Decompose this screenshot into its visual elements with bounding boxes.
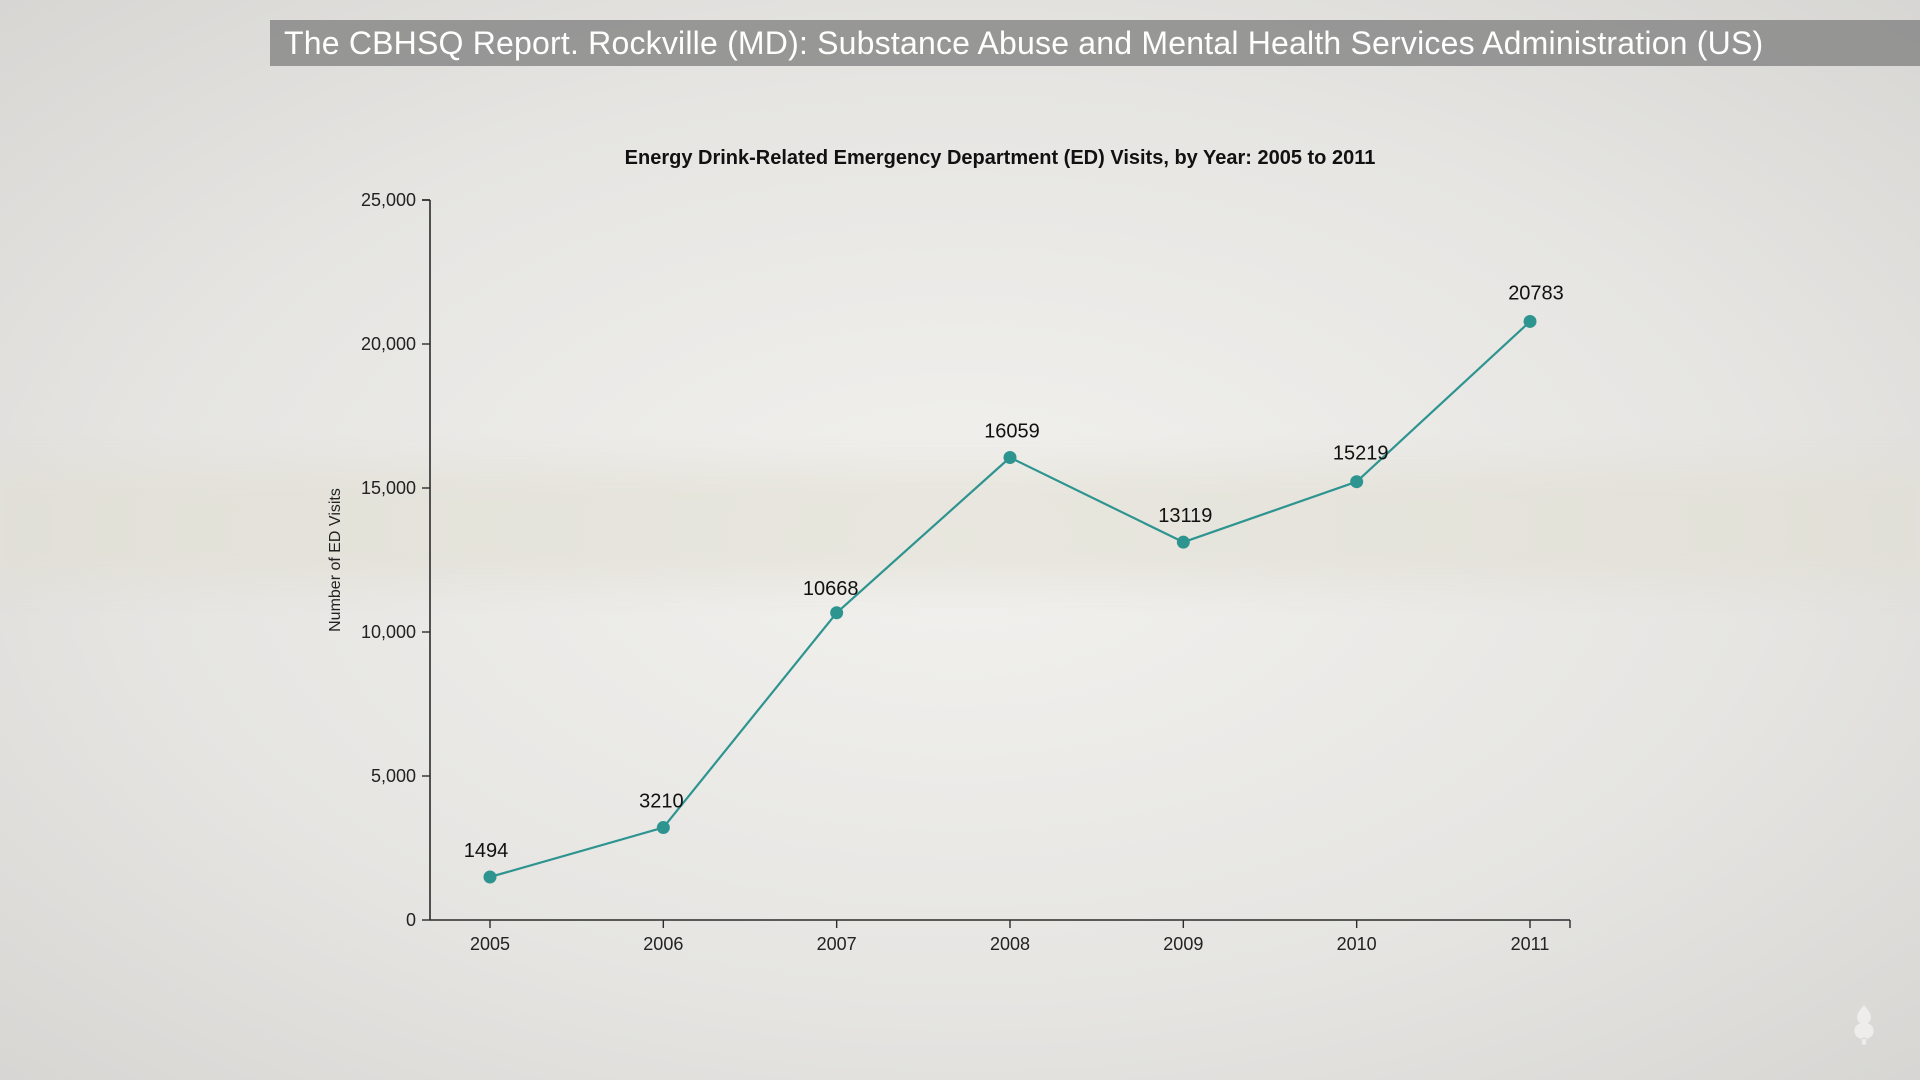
data-point	[1177, 536, 1190, 549]
data-label: 15219	[1333, 443, 1389, 465]
x-tick-label: 2009	[1163, 934, 1203, 950]
data-point	[830, 606, 843, 619]
x-tick-label: 2007	[817, 934, 857, 950]
data-point	[1004, 451, 1017, 464]
data-label: 16059	[984, 421, 1040, 443]
y-tick-label: 20,000	[361, 334, 416, 354]
data-label: 3210	[639, 791, 684, 813]
data-label: 1494	[464, 840, 509, 862]
y-tick-label: 0	[406, 910, 416, 930]
chart-title: Energy Drink-Related Emergency Departmen…	[625, 147, 1376, 169]
data-label: 13119	[1158, 505, 1212, 527]
y-tick-label: 15,000	[361, 478, 416, 498]
line-chart: Energy Drink-Related Emergency Departmen…	[310, 140, 1610, 950]
x-tick-label: 2011	[1511, 934, 1550, 950]
y-tick-label: 25,000	[361, 190, 416, 210]
data-point	[484, 870, 497, 883]
x-tick-label: 2010	[1337, 934, 1377, 950]
chart-svg: Energy Drink-Related Emergency Departmen…	[310, 140, 1610, 950]
x-tick-label: 2008	[990, 934, 1030, 950]
source-header-text: The CBHSQ Report. Rockville (MD): Substa…	[284, 25, 1763, 61]
tree-icon	[1842, 1002, 1886, 1046]
data-point	[657, 821, 670, 834]
data-point	[1524, 315, 1537, 328]
y-tick-label: 10,000	[361, 622, 416, 642]
source-header-bar: The CBHSQ Report. Rockville (MD): Substa…	[270, 20, 1920, 66]
x-tick-label: 2006	[643, 934, 683, 950]
data-point	[1350, 475, 1363, 488]
x-tick-label: 2005	[470, 934, 510, 950]
data-label: 10668	[803, 578, 859, 600]
y-axis-label: Number of ED Visits	[327, 488, 344, 632]
data-label: 20783	[1508, 282, 1564, 304]
y-tick-label: 5,000	[371, 766, 416, 786]
